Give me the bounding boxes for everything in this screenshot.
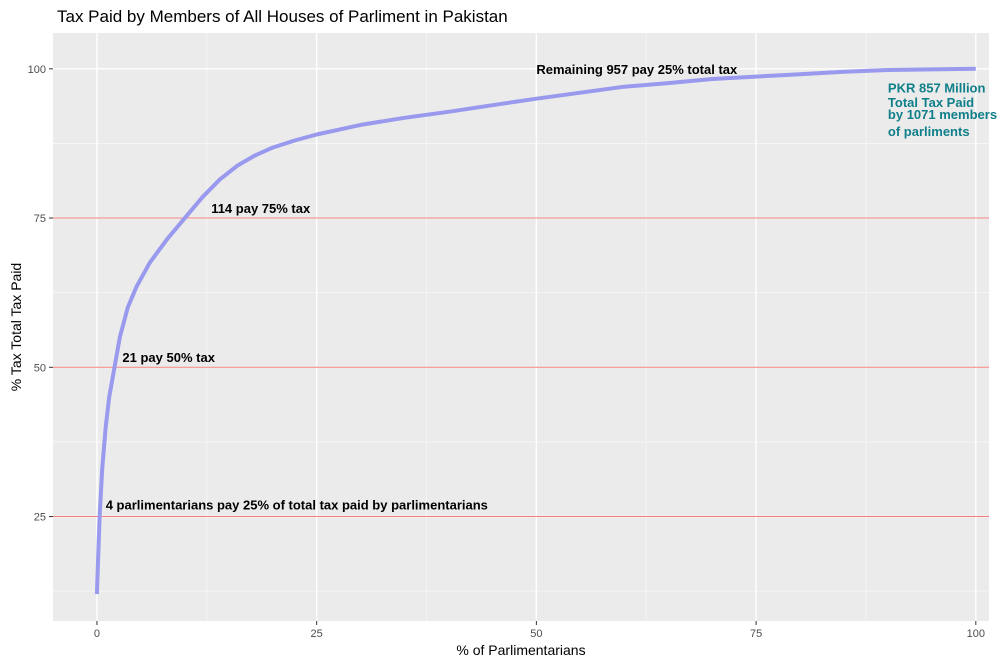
chart-title: Tax Paid by Members of All Houses of Par… (57, 7, 508, 26)
plot-panel (53, 33, 989, 621)
annotations-group: 4 parlimentarians pay 25% of total tax p… (106, 62, 997, 513)
x-tick-label: 0 (94, 628, 100, 640)
x-tick-label: 50 (530, 628, 542, 640)
x-tick-label: 75 (750, 628, 762, 640)
y-tick-label: 75 (34, 213, 46, 225)
y-tick-label: 100 (28, 64, 46, 76)
annotation-label: Total Tax Paid (888, 95, 974, 110)
y-tick-label: 25 (34, 512, 46, 524)
x-axis-title: % of Parlimentarians (456, 642, 585, 658)
annotation-label: by 1071 members (888, 107, 997, 122)
annotation-label: Remaining 957 pay 25% total tax (536, 62, 738, 77)
annotation-label: 114 pay 75% tax (211, 201, 311, 216)
series-group (94, 66, 976, 595)
x-tick-label: 100 (967, 628, 985, 640)
annotation-label: of parliments (888, 124, 970, 139)
y-axis-title: % Tax Total Tax Paid (8, 263, 24, 391)
annotation-label: 4 parlimentarians pay 25% of total tax p… (106, 498, 488, 513)
minor-gridlines (53, 33, 989, 621)
reference-lines (53, 217, 989, 518)
x-axis: 0 25 50 75 100 (94, 621, 985, 640)
annotation-label: 21 pay 50% tax (122, 350, 215, 365)
series-line-0 (94, 66, 976, 595)
y-tick-label: 50 (34, 362, 46, 374)
annotation-label: PKR 857 Million (888, 80, 986, 95)
x-tick-label: 25 (311, 628, 323, 640)
y-axis: 25 50 75 100 (28, 64, 53, 524)
